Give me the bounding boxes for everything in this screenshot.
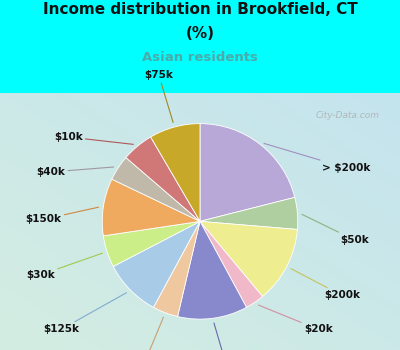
Text: $20k: $20k: [258, 305, 333, 334]
Text: $125k: $125k: [43, 293, 126, 334]
Wedge shape: [200, 222, 262, 307]
Text: Income distribution in Brookfield, CT: Income distribution in Brookfield, CT: [43, 2, 357, 17]
Wedge shape: [200, 197, 298, 230]
Text: $10k: $10k: [54, 132, 133, 144]
Text: $150k: $150k: [26, 207, 98, 224]
Text: Asian residents: Asian residents: [142, 51, 258, 64]
Text: $200k: $200k: [291, 269, 360, 300]
Text: $60k: $60k: [129, 317, 164, 350]
Text: $50k: $50k: [302, 214, 369, 245]
Text: (%): (%): [186, 26, 214, 41]
Wedge shape: [178, 222, 246, 319]
Text: $40k: $40k: [36, 167, 114, 177]
Wedge shape: [154, 222, 200, 316]
Wedge shape: [200, 222, 298, 296]
Wedge shape: [113, 222, 200, 307]
Text: $30k: $30k: [26, 253, 102, 280]
Wedge shape: [126, 137, 200, 222]
Wedge shape: [200, 124, 295, 222]
Text: > $200k: > $200k: [264, 144, 370, 173]
Wedge shape: [103, 222, 200, 266]
Wedge shape: [112, 158, 200, 222]
Text: $75k: $75k: [144, 70, 173, 122]
Wedge shape: [151, 124, 200, 222]
Text: $100k: $100k: [211, 323, 247, 350]
Text: City-Data.com: City-Data.com: [316, 111, 380, 120]
Wedge shape: [102, 179, 200, 236]
